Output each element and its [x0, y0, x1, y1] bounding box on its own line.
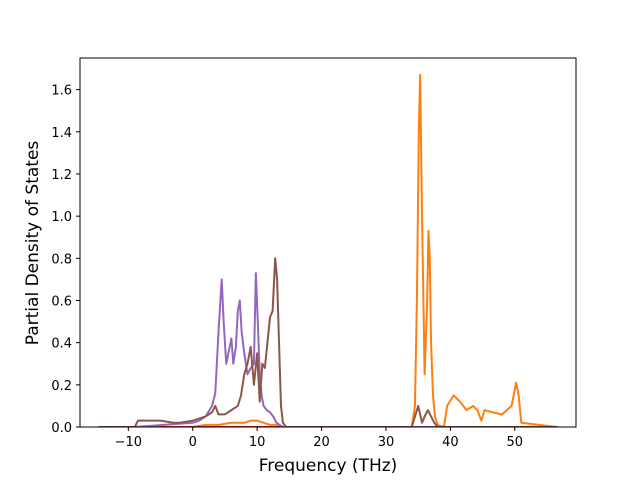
y-tick-label: 0.6	[51, 294, 72, 309]
series-line-1	[98, 73, 558, 427]
y-tick-label: 1.4	[51, 126, 72, 141]
y-tick-label: 1.0	[51, 210, 72, 225]
y-tick-label: 1.2	[51, 168, 72, 183]
series-line-3	[98, 272, 558, 427]
series-line-4	[98, 257, 558, 427]
y-tick-label: 1.6	[51, 84, 72, 99]
y-tick-label: 0.0	[51, 421, 72, 436]
axes: −10 0 10 20 30 40 50 0.0 0.2 0.4 0.6 0.8 1.0 1.2 1.4 1.…	[51, 57, 577, 450]
plot-area	[98, 73, 558, 427]
y-tick-label: 0.2	[51, 379, 72, 394]
y-tick-label: 0.8	[51, 252, 72, 267]
x-tick-label: 30	[378, 435, 395, 450]
y-tick-label: 0.4	[51, 337, 72, 352]
x-tick-label: 20	[313, 435, 330, 450]
x-tick-label: 10	[249, 435, 266, 450]
x-tick-label: −10	[115, 435, 142, 450]
x-tick-label: 0	[189, 435, 197, 450]
x-axis-label: Frequency (THz)	[259, 456, 398, 476]
series-group	[98, 73, 558, 427]
y-axis-label: Partial Density of States	[23, 141, 43, 346]
x-tick-label: 40	[442, 435, 459, 450]
x-tick-label: 50	[507, 435, 524, 450]
axes-frame	[79, 57, 577, 428]
